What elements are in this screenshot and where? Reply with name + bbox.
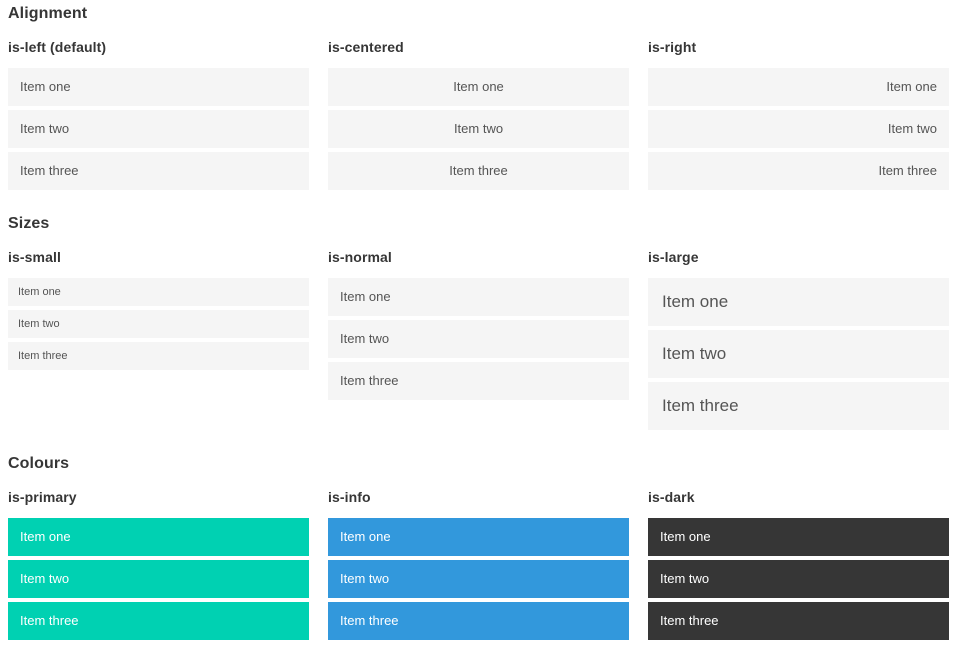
list-item[interactable]: Item three [8, 342, 309, 370]
column-is-centered: is-centered Item one Item two Item three [328, 39, 629, 190]
alignment-columns: is-left (default) Item one Item two Item… [8, 39, 949, 190]
column-title: is-centered [328, 39, 404, 55]
list-item[interactable]: Item one [8, 278, 309, 306]
column-is-left: is-left (default) Item one Item two Item… [8, 39, 309, 190]
list-item[interactable]: Item three [648, 382, 949, 430]
column-is-primary: is-primary Item one Item two Item three [8, 489, 309, 640]
column-title: is-small [8, 249, 61, 265]
list-item[interactable]: Item two [8, 310, 309, 338]
section-sizes: Sizes is-small Item one Item two Item th… [8, 214, 949, 430]
column-title: is-primary [8, 489, 77, 505]
list-item[interactable]: Item two [328, 320, 629, 358]
list-item[interactable]: Item two [328, 110, 629, 148]
column-title: is-dark [648, 489, 695, 505]
list-item[interactable]: Item two [648, 560, 949, 598]
item-list-large: Item one Item two Item three [648, 278, 949, 430]
column-is-info: is-info Item one Item two Item three [328, 489, 629, 640]
list-item[interactable]: Item one [648, 278, 949, 326]
item-list-dark: Item one Item two Item three [648, 518, 949, 640]
column-is-dark: is-dark Item one Item two Item three [648, 489, 949, 640]
sizes-columns: is-small Item one Item two Item three is… [8, 249, 949, 430]
list-item[interactable]: Item one [328, 278, 629, 316]
section-colours: Colours is-primary Item one Item two Ite… [8, 454, 949, 640]
list-item[interactable]: Item three [328, 602, 629, 640]
list-item[interactable]: Item two [8, 560, 309, 598]
item-list-centered: Item one Item two Item three [328, 68, 629, 190]
column-title: is-info [328, 489, 371, 505]
item-list-left: Item one Item two Item three [8, 68, 309, 190]
column-title: is-right [648, 39, 697, 55]
column-is-small: is-small Item one Item two Item three [8, 249, 309, 370]
colours-columns: is-primary Item one Item two Item three … [8, 489, 949, 640]
list-item[interactable]: Item three [648, 152, 949, 190]
section-title: Colours [8, 455, 70, 472]
list-item[interactable]: Item two [648, 110, 949, 148]
section-title: Sizes [8, 215, 50, 232]
column-is-large: is-large Item one Item two Item three [648, 249, 949, 430]
list-item[interactable]: Item one [328, 68, 629, 106]
list-item[interactable]: Item three [8, 602, 309, 640]
list-item[interactable]: Item two [8, 110, 309, 148]
list-item[interactable]: Item three [328, 152, 629, 190]
list-item[interactable]: Item three [328, 362, 629, 400]
item-list-primary: Item one Item two Item three [8, 518, 309, 640]
column-is-normal: is-normal Item one Item two Item three [328, 249, 629, 400]
column-title: is-large [648, 249, 699, 265]
item-list-info: Item one Item two Item three [328, 518, 629, 640]
column-title: is-normal [328, 249, 392, 265]
list-item[interactable]: Item two [328, 560, 629, 598]
column-title: is-left (default) [8, 39, 107, 55]
item-list-right: Item one Item two Item three [648, 68, 949, 190]
list-item[interactable]: Item three [8, 152, 309, 190]
list-item[interactable]: Item two [648, 330, 949, 378]
list-item[interactable]: Item three [648, 602, 949, 640]
section-alignment: Alignment is-left (default) Item one Ite… [8, 4, 949, 190]
item-list-normal: Item one Item two Item three [328, 278, 629, 400]
list-item[interactable]: Item one [648, 518, 949, 556]
column-is-right: is-right Item one Item two Item three [648, 39, 949, 190]
section-title: Alignment [8, 5, 88, 22]
list-item[interactable]: Item one [8, 68, 309, 106]
list-item[interactable]: Item one [328, 518, 629, 556]
list-item[interactable]: Item one [8, 518, 309, 556]
item-list-small: Item one Item two Item three [8, 278, 309, 370]
list-item[interactable]: Item one [648, 68, 949, 106]
